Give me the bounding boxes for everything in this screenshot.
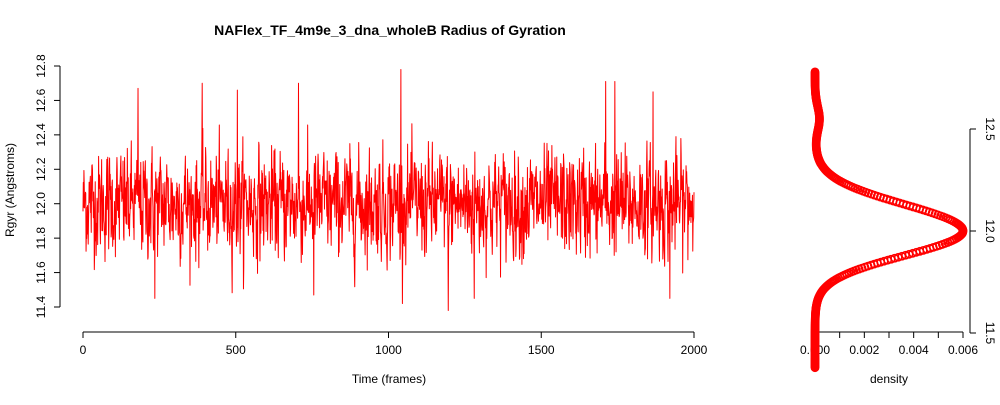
density-x-tick-label: 0.002 [849,343,879,357]
timeseries-x-tick-label: 1000 [375,343,402,357]
timeseries-panel: 0 500 1000 1500 2000 11.4 11.6 11.8 12.0 12.2 12.… [3,54,708,386]
timeseries-y-tick-label: 11.8 [34,227,48,250]
timeseries-y-tick-label: 11.6 [34,261,48,284]
timeseries-y-axis: 11.4 11.6 11.8 12.0 12.2 12.4 12.6 12.8 [34,54,61,318]
density-y-tick-label: 11.5 [983,322,997,345]
density-curve [810,67,968,373]
timeseries-x-axis-label: Time (frames) [352,372,426,386]
density-x-axis-label: density [870,372,908,386]
timeseries-y-tick-label: 12.0 [34,192,48,216]
chart-title: NAFlex_TF_4m9e_3_dna_wholeB Radius of Gy… [214,22,566,38]
timeseries-y-tick-label: 12.4 [34,123,48,147]
density-y-tick-label: 12.0 [983,219,997,243]
timeseries-x-tick-label: 1500 [528,343,555,357]
timeseries-y-axis-label: Rgyr (Angstroms) [3,143,17,237]
density-x-tick-label: 0.006 [948,343,978,357]
timeseries-y-tick-label: 12.6 [34,88,48,112]
timeseries-x-tick-label: 2000 [681,343,708,357]
density-y-tick-label: 12.5 [983,117,997,141]
timeseries-y-tick-label: 11.4 [34,295,48,318]
density-y-axis: 11.5 12.0 12.5 [969,117,997,345]
timeseries-x-axis: 0 500 1000 1500 2000 [80,331,708,357]
density-panel: 0.000 0.002 0.004 0.006 11.512.012.5 densit… [800,67,997,386]
density-x-tick-label: 0.004 [899,343,929,357]
timeseries-x-tick-label: 500 [226,343,246,357]
density-point [810,67,820,77]
timeseries-y-tick-label: 12.8 [34,54,48,78]
density-x-axis: 0.000 0.002 0.004 0.006 [800,331,978,357]
rgyr-series-line [82,68,695,311]
timeseries-y-tick-label: 12.2 [34,157,48,181]
timeseries-x-tick-label: 0 [80,343,87,357]
